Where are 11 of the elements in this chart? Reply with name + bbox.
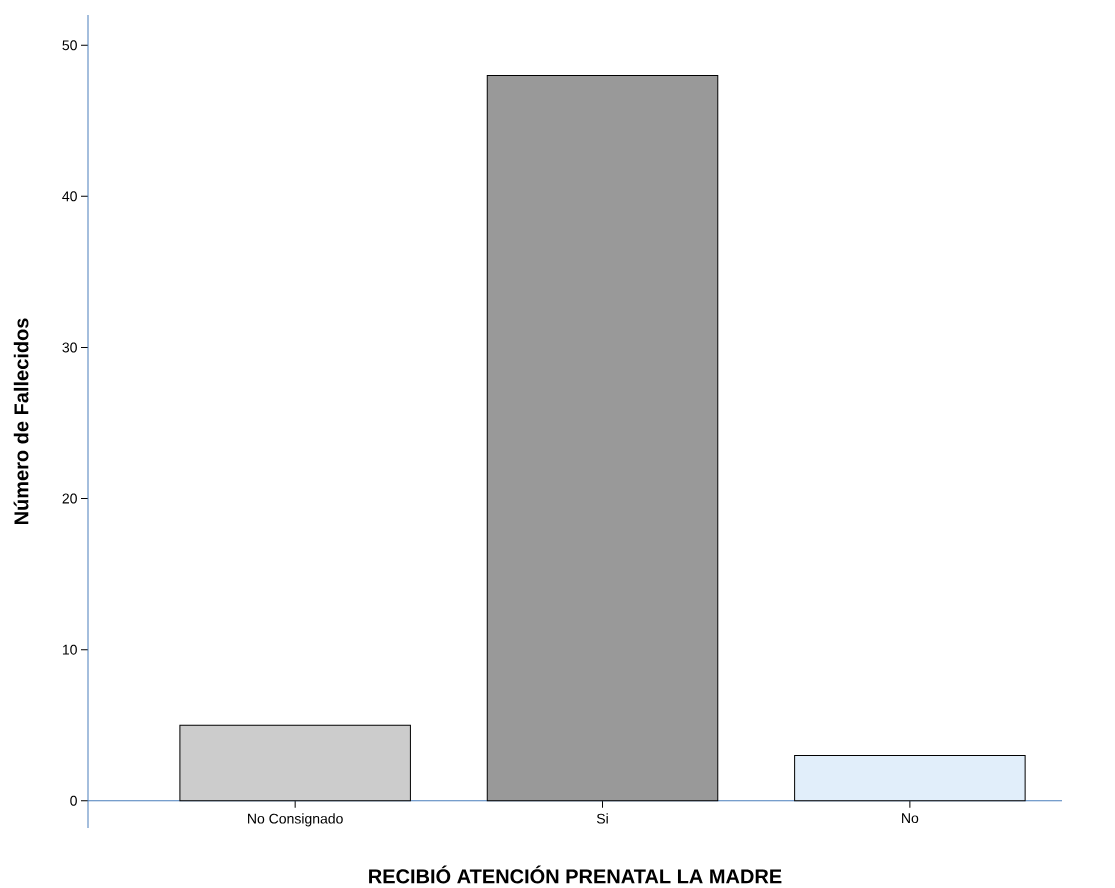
y-tick-label: 0 [70, 795, 77, 806]
y-tick-label: 20 [62, 493, 77, 504]
y-tick-label: 10 [62, 644, 77, 655]
y-tick-label: 40 [62, 191, 77, 202]
x-tick-label: No [902, 813, 919, 824]
y-tick-label: 30 [62, 342, 77, 353]
x-tick-label: Si [596, 813, 608, 824]
y-tick-label: 50 [62, 40, 77, 51]
x-tick-label: No Consignado [248, 813, 343, 827]
y-axis-title: Número de Fallecidos [13, 318, 29, 525]
x-axis-title: RECIBIÓ ATENCIÓN PRENATAL LA MADRE [369, 865, 782, 884]
